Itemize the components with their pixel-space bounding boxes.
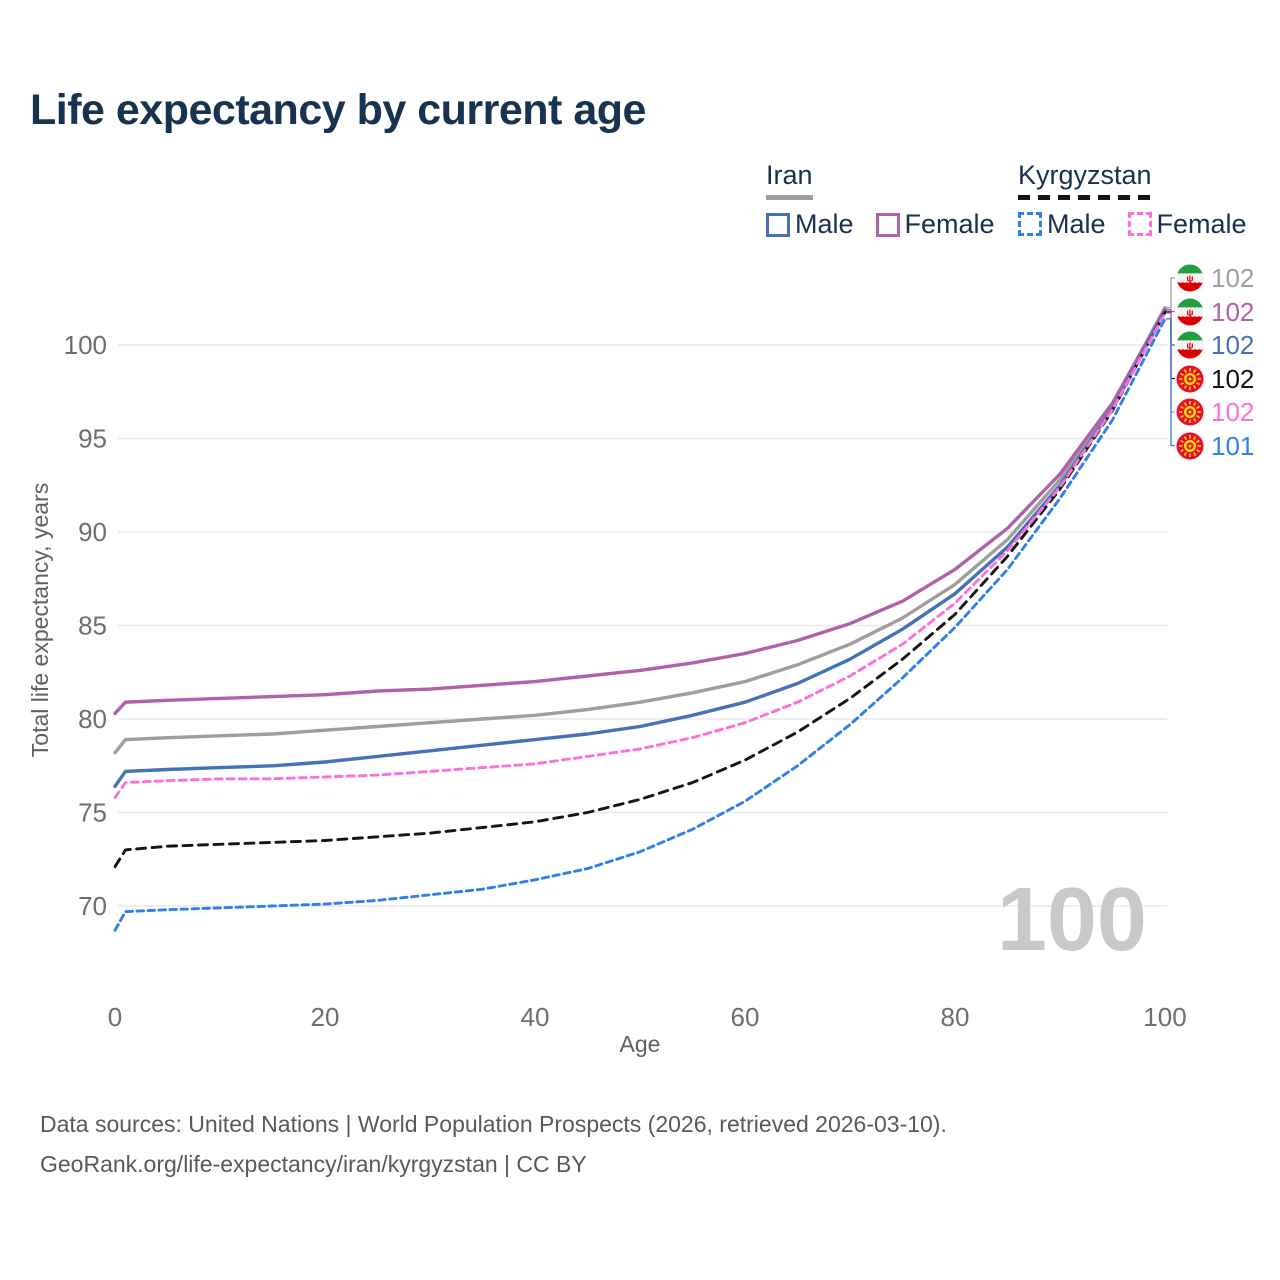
legend-item-iran-female[interactable]: Female <box>875 209 995 240</box>
legend-items-iran: Male Female <box>766 209 995 240</box>
x-tick-80: 80 <box>941 1002 970 1032</box>
footer-data-sources: Data sources: United Nations | World Pop… <box>40 1111 947 1137</box>
legend-item-kyrgyzstan-male[interactable]: Male <box>1018 209 1106 240</box>
legend-item-iran-male[interactable]: Male <box>766 209 854 240</box>
series-line-kg-female <box>113 311 1167 799</box>
series-line-kg-total <box>113 310 1167 869</box>
legend-label-iran-female: Female <box>904 209 995 239</box>
legend-items-kyrgyzstan: Male Female <box>1018 209 1247 240</box>
x-tick-20: 20 <box>311 1002 340 1032</box>
iran-solid-line-sample <box>766 195 813 200</box>
x-tick-100: 100 <box>1143 1002 1186 1032</box>
x-tick-60: 60 <box>731 1002 760 1032</box>
kyrgyzstan-dashed-line-sample <box>1018 195 1152 200</box>
kyrgyzstan-male-swatch-icon <box>1018 212 1042 236</box>
age-watermark: 100 <box>997 870 1147 970</box>
end-connector-iran-female <box>1166 308 1175 313</box>
x-tick-40: 40 <box>521 1002 550 1032</box>
legend-country-iran[interactable]: Iran <box>766 160 813 200</box>
legend-country-kyrgyzstan-label: Kyrgyzstan <box>1018 160 1152 190</box>
series-line-iran-male <box>113 309 1167 788</box>
legend-label-iran-male: Male <box>795 209 854 239</box>
x-tick-0: 0 <box>108 1002 122 1032</box>
series-line-iran-female <box>113 307 1167 716</box>
y-tick-90: 90 <box>78 517 107 547</box>
y-tick-75: 75 <box>78 798 107 828</box>
legend-country-kyrgyzstan[interactable]: Kyrgyzstan <box>1018 160 1152 200</box>
legend-item-kyrgyzstan-female[interactable]: Female <box>1127 208 1247 240</box>
iran-male-swatch-icon <box>766 212 790 237</box>
y-tick-95: 95 <box>78 424 107 454</box>
legend-label-kyrgyzstan-female: Female <box>1156 208 1247 239</box>
y-tick-85: 85 <box>78 611 107 641</box>
y-axis-label: Total life expectancy, years <box>27 483 53 757</box>
legend-group-iran: Iran Male Female <box>766 160 995 240</box>
series-line-iran-total <box>113 305 1167 755</box>
end-connector-iran-total <box>1166 277 1175 309</box>
kyrgyzstan-female-swatch-icon <box>1127 212 1152 236</box>
legend-label-kyrgyzstan-male: Male <box>1047 208 1106 239</box>
page-title: Life expectancy by current age <box>30 86 646 134</box>
legend-country-iran-label: Iran <box>766 160 813 190</box>
footer: Data sources: United Nations | World Pop… <box>40 1104 947 1184</box>
footer-attribution-link[interactable]: GeoRank.org/life-expectancy/iran/kyrgyzs… <box>40 1151 587 1177</box>
y-tick-70: 70 <box>78 891 107 921</box>
x-axis-label: Age <box>620 1031 661 1057</box>
legend-group-kyrgyzstan: Kyrgyzstan Male Female <box>1018 160 1247 240</box>
iran-female-swatch-icon <box>875 212 900 237</box>
y-tick-100: 100 <box>64 330 107 360</box>
end-connector-kg-male <box>1166 318 1175 447</box>
series-line-kg-male <box>113 317 1167 932</box>
y-tick-80: 80 <box>78 704 107 734</box>
